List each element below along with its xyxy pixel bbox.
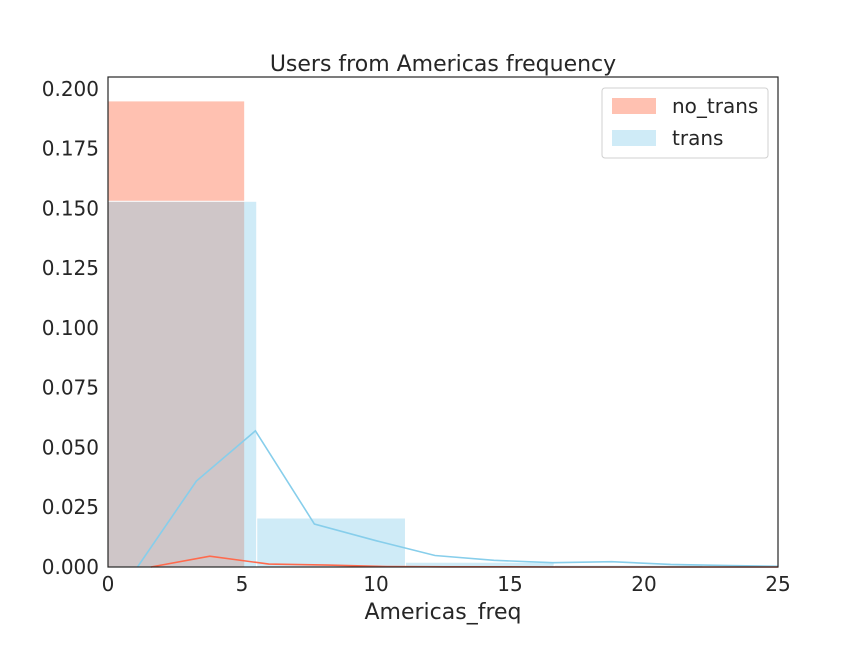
legend-swatch-no-trans [612, 98, 656, 114]
y-tick-label: 0.200 [42, 77, 99, 101]
y-tick-label: 0.050 [42, 435, 99, 459]
y-tick-label: 0.000 [42, 555, 99, 579]
x-tick-label: 20 [631, 572, 656, 596]
y-axis-ticks: 0.000 0.025 0.050 0.075 0.100 0.125 0.150 0.175… [42, 77, 99, 579]
y-tick-label: 0.150 [42, 196, 99, 220]
x-tick-label: 10 [363, 572, 388, 596]
legend-label-no-trans: no_trans [672, 94, 758, 118]
y-tick-label: 0.100 [42, 316, 99, 340]
bar-no-trans-0 [107, 100, 246, 568]
x-axis-ticks: 0 5 10 15 20 25 [102, 572, 791, 596]
bar-trans-0 [107, 200, 258, 568]
y-tick-label: 0.075 [42, 376, 99, 400]
chart-title: Users from Americas frequency [270, 52, 616, 77]
kde-line-trans [136, 429, 779, 568]
x-axis-label: Americas_freq [364, 600, 521, 625]
legend: no_trans trans [601, 87, 769, 159]
x-tick-label: 0 [102, 572, 115, 596]
y-tick-label: 0.175 [42, 137, 99, 161]
plot-frame [107, 76, 779, 568]
x-tick-label: 15 [497, 572, 522, 596]
legend-swatch-trans [612, 130, 656, 146]
y-tick-label: 0.025 [42, 495, 99, 519]
histogram-bars [107, 100, 779, 568]
x-tick-label: 25 [765, 572, 790, 596]
y-tick-label: 0.125 [42, 256, 99, 280]
legend-label-trans: trans [672, 126, 723, 150]
x-tick-label: 5 [236, 572, 249, 596]
